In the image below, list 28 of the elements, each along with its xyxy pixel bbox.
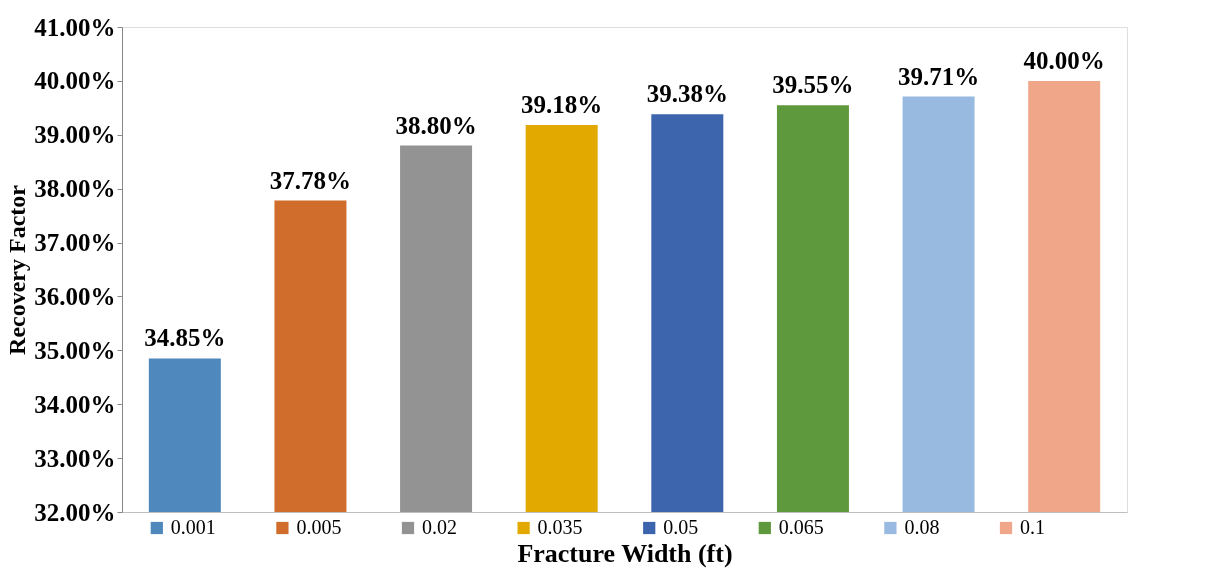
data-label: 39.38% [646, 80, 728, 108]
y-tick-label: 33.00% [34, 444, 116, 472]
legend-label: 0.1 [1020, 516, 1046, 538]
legend-label: 0.035 [537, 516, 583, 538]
y-tick-label: 36.00% [34, 282, 116, 310]
data-label: 37.78% [269, 166, 352, 194]
legend-label: 0.05 [663, 516, 699, 538]
data-label: 39.18% [521, 91, 603, 119]
y-tick-label: 34.00% [34, 390, 116, 418]
y-tick-label: 32.00% [34, 498, 116, 526]
legend-label: 0.065 [778, 516, 824, 538]
data-label: 40.00% [1023, 46, 1105, 74]
y-tick-label: 38.00% [34, 175, 116, 203]
data-label: 38.80% [395, 111, 477, 139]
y-tick-label: 40.00% [34, 67, 116, 95]
legend-label: 0.08 [904, 516, 940, 538]
data-label: 34.85% [144, 324, 226, 352]
y-tick-label: 39.00% [34, 121, 116, 149]
data-label: 39.71% [897, 62, 980, 90]
x-axis-title: Fracture Width (ft) [517, 538, 733, 568]
y-tick-label: 37.00% [34, 229, 116, 257]
legend-label: 0.001 [170, 516, 216, 538]
legend-label: 0.005 [296, 516, 342, 538]
y-tick-label: 41.00% [34, 13, 116, 41]
data-label: 39.55% [772, 71, 854, 99]
legend-label: 0.02 [422, 516, 458, 538]
y-axis-title: Recovery Factor [4, 184, 31, 355]
y-tick-label: 35.00% [34, 336, 116, 364]
